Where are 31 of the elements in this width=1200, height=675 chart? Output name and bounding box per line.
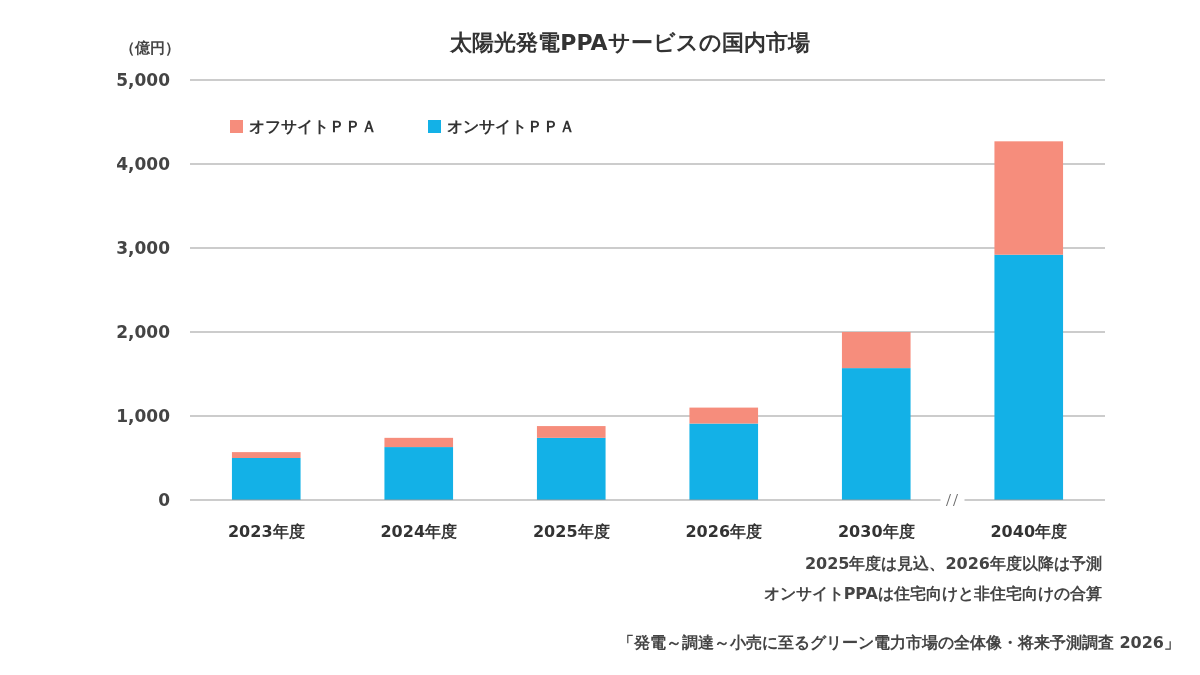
y-axis-title: （億円） [120, 39, 180, 57]
y-tick-label: 4,000 [116, 154, 171, 174]
bar [689, 423, 759, 500]
x-tick-label: 2026年度 [685, 522, 763, 541]
x-tick-label: 2040年度 [990, 522, 1068, 541]
bar [994, 141, 1064, 255]
x-tick-label: 2025年度 [532, 522, 610, 541]
bar [536, 437, 606, 500]
text: 「発電～調達～小売に至るグリーン電力市場の全体像・将来予測調査 2026」 [617, 633, 1180, 652]
bar [841, 368, 911, 500]
chart-title: 太陽光発電PPAサービスの国内市場 [449, 30, 810, 55]
bar [994, 254, 1064, 500]
bar [689, 407, 759, 424]
x-tick-label: 2023年度 [227, 522, 305, 541]
bar [231, 452, 301, 458]
y-tick-label: 0 [158, 490, 171, 510]
x-tick-label: 2024年度 [380, 522, 458, 541]
x-tick-label: 2030年度 [837, 522, 915, 541]
bar [384, 437, 454, 448]
legend-label: オンサイトＰＰＡ [447, 117, 575, 136]
text: オンサイトPPAは住宅向けと非住宅向けの合算 [763, 584, 1102, 603]
y-tick-label: 5,000 [116, 70, 171, 90]
y-tick-label: 1,000 [116, 406, 171, 426]
y-tick-label: 3,000 [116, 238, 171, 258]
bar [231, 458, 301, 500]
bar [841, 332, 911, 369]
legend-label: オフサイトＰＰＡ [249, 117, 377, 136]
text: 2025年度は見込、2026年度以降は予測 [804, 554, 1102, 573]
y-tick-label: 2,000 [116, 322, 171, 342]
bar [384, 447, 454, 500]
bar [536, 426, 606, 438]
